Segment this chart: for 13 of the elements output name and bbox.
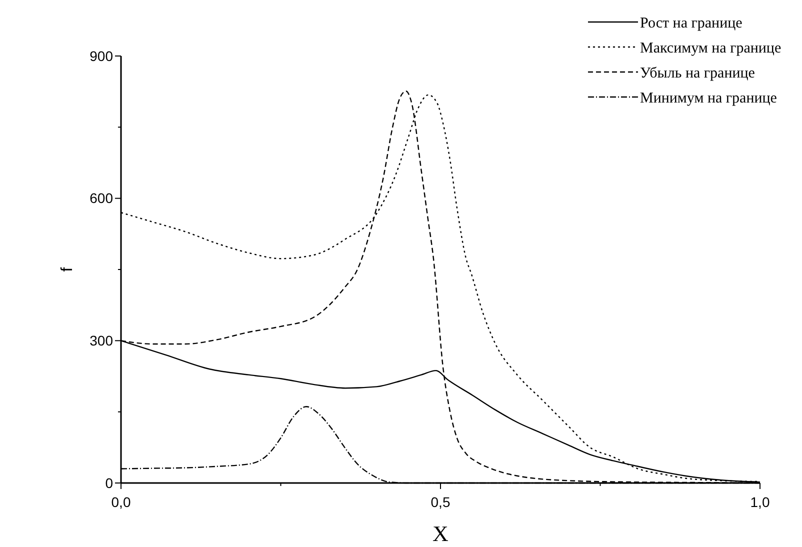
legend-label: Максимум на границе bbox=[640, 40, 782, 56]
x-tick-label: 0,0 bbox=[111, 494, 131, 510]
y-tick-label: 0 bbox=[105, 474, 114, 491]
x-tick-label: 0,5 bbox=[430, 494, 450, 510]
legend-label: Убыль на границе bbox=[640, 65, 756, 82]
y-tick-label: 900 bbox=[90, 48, 114, 64]
legend-label: Рост на границе bbox=[640, 15, 743, 32]
y-tick-label: 600 bbox=[90, 190, 114, 206]
x-axis-title: X bbox=[432, 521, 449, 546]
x-tick-label: 1,0 bbox=[750, 494, 770, 510]
y-tick-label: 300 bbox=[90, 332, 114, 349]
legend-label: Минимум на границе bbox=[640, 90, 778, 106]
y-axis-title: f bbox=[59, 266, 76, 272]
